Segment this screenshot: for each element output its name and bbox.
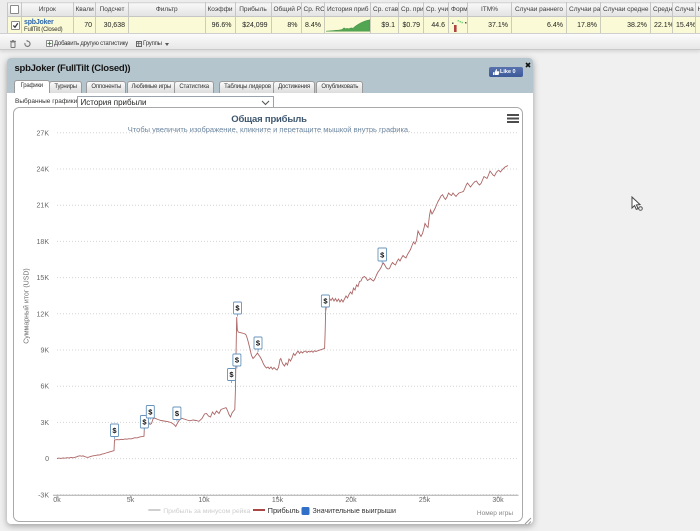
svg-text:9K: 9K [40, 347, 49, 354]
svg-text:-3K: -3K [38, 492, 49, 499]
svg-text:$: $ [256, 338, 261, 347]
svg-text:$: $ [148, 407, 153, 416]
svg-text:Номер игры: Номер игры [477, 510, 513, 517]
svg-text:$: $ [323, 296, 328, 305]
svg-text:$: $ [380, 250, 385, 259]
svg-text:10k: 10k [198, 497, 210, 504]
svg-text:Общая прибыль: Общая прибыль [231, 114, 307, 125]
svg-text:15k: 15k [272, 497, 284, 504]
svg-text:Прибыль: Прибыль [268, 506, 300, 515]
svg-text:$: $ [175, 409, 180, 418]
svg-text:0: 0 [45, 456, 49, 463]
svg-text:$: $ [229, 370, 234, 379]
svg-text:$: $ [142, 417, 147, 426]
svg-text:$: $ [235, 303, 240, 312]
svg-text:0k: 0k [53, 497, 61, 504]
svg-text:30k: 30k [492, 497, 504, 504]
svg-text:15K: 15K [37, 275, 50, 282]
svg-text:24K: 24K [37, 166, 50, 173]
svg-text:$: $ [112, 426, 117, 435]
svg-text:Прибыль за минусом рейка: Прибыль за минусом рейка [163, 507, 250, 515]
svg-text:5k: 5k [127, 497, 135, 504]
svg-text:3K: 3K [40, 419, 49, 426]
svg-text:Чтобы увеличить изображение, к: Чтобы увеличить изображение, кликните и … [128, 125, 410, 134]
svg-text:Суммарный итог (USD): Суммарный итог (USD) [23, 268, 31, 344]
svg-text:18K: 18K [37, 238, 50, 245]
svg-text:Значительные выигрыши: Значительные выигрыши [313, 507, 396, 515]
svg-text:6K: 6K [40, 383, 49, 390]
svg-text:$: $ [235, 355, 240, 364]
svg-text:25k: 25k [419, 497, 431, 504]
svg-text:27K: 27K [37, 130, 50, 137]
svg-text:20k: 20k [345, 497, 357, 504]
svg-text:21K: 21K [37, 202, 50, 209]
svg-text:12K: 12K [37, 311, 50, 318]
